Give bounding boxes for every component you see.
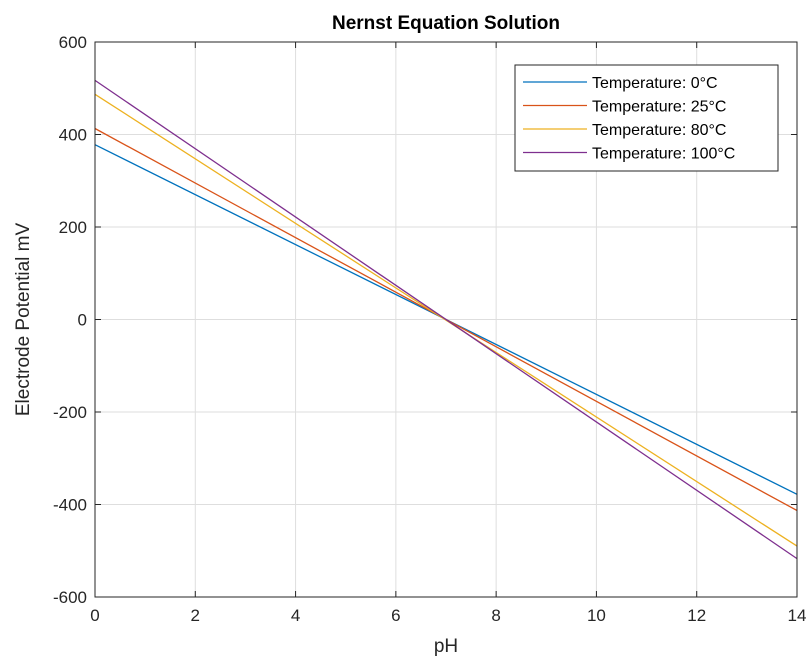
x-tick-label: 0	[90, 606, 99, 625]
legend-label-4: Temperature: 100°C	[592, 146, 735, 163]
legend-box	[514, 64, 779, 172]
x-tick-label: 2	[191, 606, 200, 625]
legend-label-3: Temperature: 80°C	[592, 122, 726, 139]
legend-label-1: Temperature: 0°C	[592, 75, 718, 92]
y-tick-label: 200	[59, 218, 87, 237]
y-tick-label: -400	[53, 496, 87, 515]
x-axis-label: pH	[434, 636, 458, 657]
legend: Temperature: 0°C Temperature: 25°C Tempera…	[514, 64, 779, 172]
x-tick-label: 12	[687, 606, 706, 625]
y-tick-label: 600	[59, 33, 87, 52]
y-tick-label: -600	[53, 588, 87, 607]
x-tick-label: 14	[788, 606, 807, 625]
y-axis-label: Electrode Potential mV	[13, 223, 34, 417]
x-tick-label: 6	[391, 606, 400, 625]
series-layer	[94, 79, 798, 560]
x-tick-label: 4	[291, 606, 300, 625]
x-tick-label: 8	[491, 606, 500, 625]
y-tick-label: 0	[78, 311, 87, 330]
y-tick-label: 400	[59, 126, 87, 145]
series-line-4	[94, 79, 798, 560]
tick-layer: 0 2 4 6 8 10 12 14 -600 -400 -200 0 200 400 600	[53, 33, 806, 625]
x-tick-label: 10	[587, 606, 606, 625]
chart-title: Nernst Equation Solution	[332, 13, 560, 34]
y-tick-label: -200	[53, 403, 87, 422]
legend-label-2: Temperature: 25°C	[592, 99, 726, 116]
